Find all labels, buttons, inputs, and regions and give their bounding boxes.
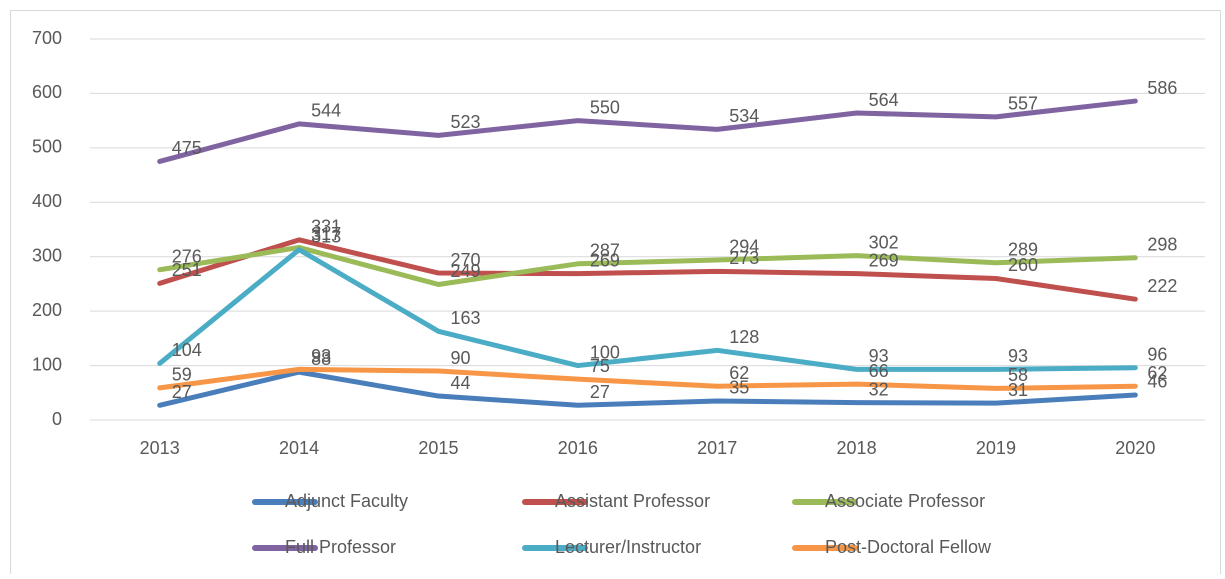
data-label: 249 <box>450 261 480 281</box>
y-tick-label: 100 <box>32 354 62 374</box>
x-tick-label: 2017 <box>697 438 737 458</box>
series-line <box>157 237 1138 302</box>
data-label: 93 <box>869 346 889 366</box>
data-label: 62 <box>1147 363 1167 383</box>
y-tick-label: 0 <box>52 409 62 429</box>
y-tick-label: 300 <box>32 245 62 265</box>
y-tick-label: 600 <box>32 82 62 102</box>
data-label: 44 <box>450 373 470 393</box>
data-label: 75 <box>590 356 610 376</box>
data-label: 302 <box>869 232 899 252</box>
data-label: 93 <box>311 346 331 366</box>
data-label: 475 <box>172 138 202 158</box>
data-label: 287 <box>590 241 620 261</box>
data-label: 93 <box>1008 346 1028 366</box>
x-tick-label: 2015 <box>418 438 458 458</box>
data-label: 276 <box>172 247 202 267</box>
data-label: 523 <box>450 112 480 132</box>
y-tick-label: 700 <box>32 28 62 48</box>
data-label: 46 <box>1147 372 1167 392</box>
chart-border <box>10 10 1221 579</box>
data-label: 66 <box>869 361 889 381</box>
series-line <box>157 98 1138 164</box>
x-tick-label: 2018 <box>837 438 877 458</box>
series-line <box>157 366 1138 391</box>
y-tick-label: 500 <box>32 137 62 157</box>
data-label: 313 <box>311 226 341 246</box>
legend-label: Post-Doctoral Fellow <box>825 537 992 557</box>
legend-label: Lecturer/Instructor <box>555 537 701 557</box>
data-label: 59 <box>172 365 192 385</box>
data-label: 564 <box>869 90 899 110</box>
data-label: 251 <box>172 260 202 280</box>
series-line <box>157 244 1138 287</box>
data-label: 32 <box>869 379 889 399</box>
data-label: 550 <box>590 97 620 117</box>
data-label: 269 <box>869 250 899 270</box>
data-label: 534 <box>729 106 759 126</box>
data-label: 317 <box>311 224 341 244</box>
x-tick-label: 2016 <box>558 438 598 458</box>
legend-label: Associate Professor <box>825 491 985 511</box>
data-label: 62 <box>729 363 749 383</box>
data-label: 90 <box>450 348 470 368</box>
data-label: 557 <box>1008 94 1038 114</box>
data-label: 269 <box>590 250 620 270</box>
data-label: 27 <box>590 382 610 402</box>
y-tick-label: 400 <box>32 191 62 211</box>
data-label: 100 <box>590 342 620 362</box>
series-line <box>157 247 1138 372</box>
data-label: 270 <box>450 250 480 270</box>
x-tick-label: 2014 <box>279 438 319 458</box>
data-label: 35 <box>729 378 749 398</box>
data-label: 58 <box>1008 365 1028 385</box>
data-label: 222 <box>1147 276 1177 296</box>
data-label: 128 <box>729 327 759 347</box>
y-tick-label: 200 <box>32 300 62 320</box>
data-label: 88 <box>311 349 331 369</box>
data-label: 163 <box>450 308 480 328</box>
legend-label: Assistant Professor <box>555 491 710 511</box>
data-label: 260 <box>1008 255 1038 275</box>
data-label: 298 <box>1147 235 1177 255</box>
data-label: 96 <box>1147 344 1167 364</box>
data-label: 104 <box>172 340 202 360</box>
x-tick-label: 2019 <box>976 438 1016 458</box>
data-label: 31 <box>1008 380 1028 400</box>
data-label: 289 <box>1008 239 1038 259</box>
data-label: 294 <box>729 237 759 257</box>
x-tick-label: 2020 <box>1115 438 1155 458</box>
series-line <box>157 369 1138 408</box>
data-label: 273 <box>729 248 759 268</box>
data-label: 586 <box>1147 78 1177 98</box>
data-label: 27 <box>172 382 192 402</box>
x-tick-label: 2013 <box>140 438 180 458</box>
data-label: 544 <box>311 101 341 121</box>
data-label: 331 <box>311 217 341 237</box>
legend-label: Full Professor <box>285 537 396 557</box>
legend-label: Adjunct Faculty <box>285 491 408 511</box>
